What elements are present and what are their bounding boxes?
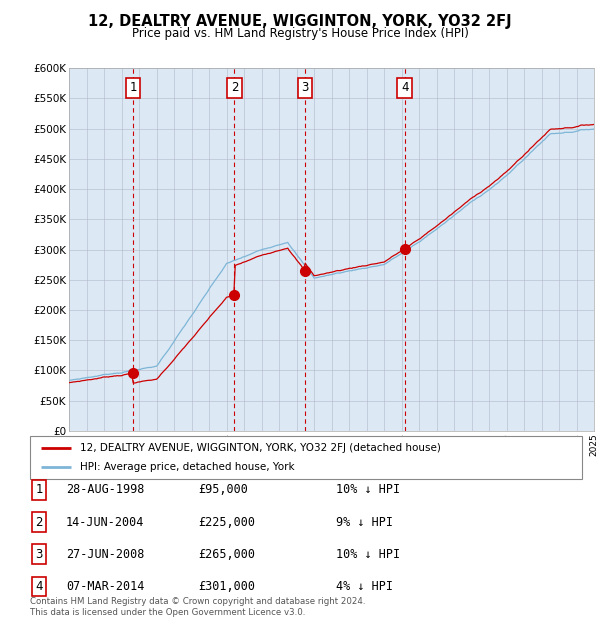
Text: HPI: Average price, detached house, York: HPI: Average price, detached house, York <box>80 463 295 472</box>
Text: 10% ↓ HPI: 10% ↓ HPI <box>336 548 400 560</box>
Text: 3: 3 <box>35 548 43 560</box>
Text: Price paid vs. HM Land Registry's House Price Index (HPI): Price paid vs. HM Land Registry's House … <box>131 27 469 40</box>
Text: 12, DEALTRY AVENUE, WIGGINTON, YORK, YO32 2FJ: 12, DEALTRY AVENUE, WIGGINTON, YORK, YO3… <box>88 14 512 29</box>
Text: 10% ↓ HPI: 10% ↓ HPI <box>336 484 400 496</box>
Text: £265,000: £265,000 <box>198 548 255 560</box>
Text: 2: 2 <box>35 516 43 528</box>
FancyBboxPatch shape <box>30 436 582 479</box>
Text: 1: 1 <box>35 484 43 496</box>
Text: 1: 1 <box>130 81 137 94</box>
Text: 28-AUG-1998: 28-AUG-1998 <box>66 484 145 496</box>
Text: 07-MAR-2014: 07-MAR-2014 <box>66 580 145 593</box>
Text: 9% ↓ HPI: 9% ↓ HPI <box>336 516 393 528</box>
Text: £95,000: £95,000 <box>198 484 248 496</box>
Text: £301,000: £301,000 <box>198 580 255 593</box>
Text: 14-JUN-2004: 14-JUN-2004 <box>66 516 145 528</box>
Text: 4: 4 <box>401 81 409 94</box>
Text: 4% ↓ HPI: 4% ↓ HPI <box>336 580 393 593</box>
Text: Contains HM Land Registry data © Crown copyright and database right 2024.
This d: Contains HM Land Registry data © Crown c… <box>30 598 365 617</box>
Text: 4: 4 <box>35 580 43 593</box>
Text: 12, DEALTRY AVENUE, WIGGINTON, YORK, YO32 2FJ (detached house): 12, DEALTRY AVENUE, WIGGINTON, YORK, YO3… <box>80 443 440 453</box>
Text: 2: 2 <box>230 81 238 94</box>
Text: 3: 3 <box>301 81 309 94</box>
Text: £225,000: £225,000 <box>198 516 255 528</box>
Text: 27-JUN-2008: 27-JUN-2008 <box>66 548 145 560</box>
